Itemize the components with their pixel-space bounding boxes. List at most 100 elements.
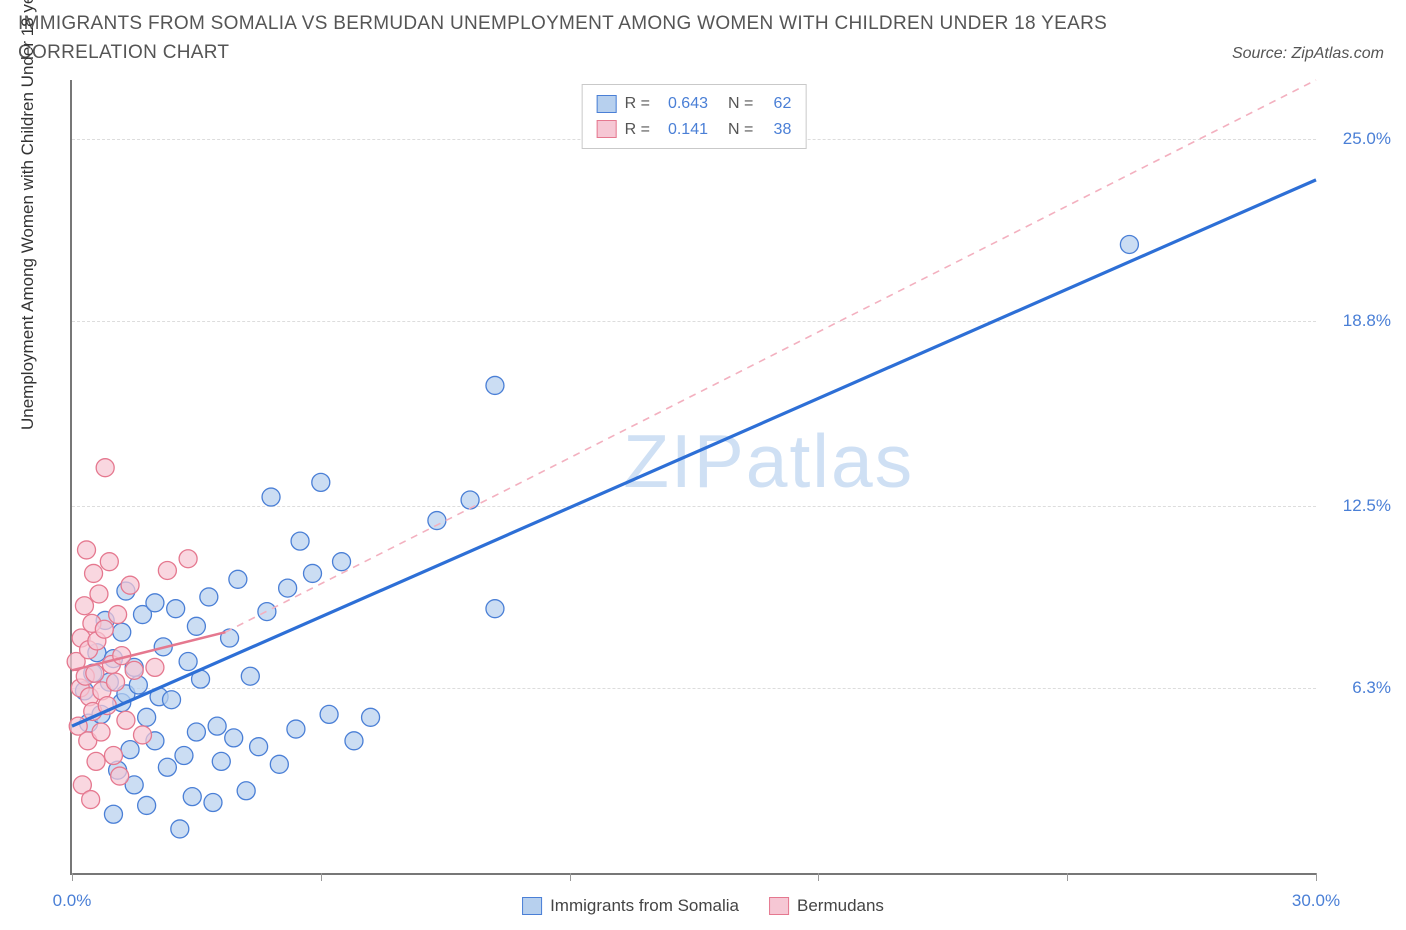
legend-r-label: R = — [625, 117, 650, 143]
source-attribution: Source: ZipAtlas.com — [1232, 45, 1384, 63]
legend-label-somalia: Immigrants from Somalia — [550, 896, 739, 916]
legend-n-label: N = — [728, 91, 753, 117]
data-point-somalia — [461, 491, 479, 509]
data-point-bermudans — [96, 459, 114, 477]
source-label: Source: — [1232, 45, 1287, 62]
data-point-somalia — [486, 600, 504, 618]
data-point-bermudans — [78, 541, 96, 559]
legend-stats-row: R = 0.643 N = 62 — [597, 91, 792, 117]
data-point-somalia — [113, 623, 131, 641]
x-tick — [1316, 873, 1317, 881]
legend-item-bermudans: Bermudans — [769, 896, 884, 916]
y-tick-label: 6.3% — [1352, 678, 1391, 698]
data-point-somalia — [200, 588, 218, 606]
data-point-somalia — [187, 723, 205, 741]
data-point-somalia — [1120, 235, 1138, 253]
legend-r-value-bermudans: 0.141 — [658, 117, 708, 143]
trend-line — [225, 80, 1316, 632]
data-point-bermudans — [117, 711, 135, 729]
legend-n-label: N = — [728, 117, 753, 143]
data-point-bermudans — [125, 661, 143, 679]
data-point-bermudans — [121, 576, 139, 594]
data-point-bermudans — [133, 726, 151, 744]
data-point-somalia — [204, 794, 222, 812]
data-point-somalia — [320, 705, 338, 723]
data-point-somalia — [208, 717, 226, 735]
legend-label-bermudans: Bermudans — [797, 896, 884, 916]
data-point-somalia — [304, 564, 322, 582]
x-tick — [72, 873, 73, 881]
chart-plot-area: ZIPatlas 6.3%12.5%18.8%25.0% 0.0%30.0% R… — [70, 80, 1316, 875]
data-point-somalia — [291, 532, 309, 550]
legend-n-value-bermudans: 38 — [761, 117, 791, 143]
data-point-bermudans — [92, 723, 110, 741]
x-tick-label: 30.0% — [1292, 891, 1340, 911]
legend-r-value-somalia: 0.643 — [658, 91, 708, 117]
data-point-somalia — [171, 820, 189, 838]
x-tick — [321, 873, 322, 881]
data-point-somalia — [362, 708, 380, 726]
trend-line — [72, 180, 1316, 726]
data-point-somalia — [428, 512, 446, 530]
data-point-bermudans — [100, 553, 118, 571]
data-point-somalia — [333, 553, 351, 571]
chart-title: IMMIGRANTS FROM SOMALIA VS BERMUDAN UNEM… — [18, 10, 1206, 67]
data-point-somalia — [138, 796, 156, 814]
data-point-bermudans — [107, 673, 125, 691]
legend-swatch-somalia — [522, 897, 542, 915]
data-point-bermudans — [104, 747, 122, 765]
data-point-bermudans — [146, 658, 164, 676]
x-tick — [570, 873, 571, 881]
data-point-somalia — [241, 667, 259, 685]
data-point-somalia — [270, 755, 288, 773]
scatter-svg — [72, 80, 1316, 873]
data-point-bermudans — [90, 585, 108, 603]
legend-stats: R = 0.643 N = 62 R = 0.141 N = 38 — [582, 84, 807, 149]
data-point-somalia — [179, 653, 197, 671]
data-point-somalia — [262, 488, 280, 506]
data-point-bermudans — [179, 550, 197, 568]
data-point-bermudans — [109, 606, 127, 624]
data-point-somalia — [258, 603, 276, 621]
data-point-bermudans — [158, 561, 176, 579]
data-point-somalia — [104, 805, 122, 823]
data-point-somalia — [345, 732, 363, 750]
data-point-somalia — [250, 738, 268, 756]
legend-r-label: R = — [625, 91, 650, 117]
data-point-somalia — [287, 720, 305, 738]
data-point-bermudans — [111, 767, 129, 785]
y-tick-label: 12.5% — [1343, 496, 1391, 516]
legend-swatch-bermudans — [769, 897, 789, 915]
data-point-bermudans — [82, 791, 100, 809]
data-point-somalia — [183, 788, 201, 806]
data-point-somalia — [187, 617, 205, 635]
data-point-somalia — [138, 708, 156, 726]
data-point-bermudans — [95, 620, 113, 638]
data-point-somalia — [163, 691, 181, 709]
legend-stats-row: R = 0.141 N = 38 — [597, 117, 792, 143]
data-point-somalia — [237, 782, 255, 800]
x-tick — [818, 873, 819, 881]
data-point-bermudans — [87, 752, 105, 770]
y-tick-label: 25.0% — [1343, 129, 1391, 149]
data-point-somalia — [486, 376, 504, 394]
data-point-somalia — [225, 729, 243, 747]
data-point-somalia — [229, 570, 247, 588]
y-axis-label: Unemployment Among Women with Children U… — [18, 0, 38, 430]
x-tick-label: 0.0% — [53, 891, 92, 911]
data-point-somalia — [212, 752, 230, 770]
legend-swatch-somalia — [597, 95, 617, 113]
y-tick-label: 18.8% — [1343, 311, 1391, 331]
data-point-bermudans — [75, 597, 93, 615]
data-point-somalia — [312, 473, 330, 491]
legend-item-somalia: Immigrants from Somalia — [522, 896, 739, 916]
data-point-bermudans — [85, 564, 103, 582]
data-point-somalia — [167, 600, 185, 618]
data-point-somalia — [175, 747, 193, 765]
source-name: ZipAtlas.com — [1292, 45, 1384, 62]
x-tick — [1067, 873, 1068, 881]
data-point-somalia — [121, 741, 139, 759]
legend-series: Immigrants from Somalia Bermudans — [522, 896, 884, 916]
data-point-somalia — [146, 594, 164, 612]
legend-n-value-somalia: 62 — [761, 91, 791, 117]
